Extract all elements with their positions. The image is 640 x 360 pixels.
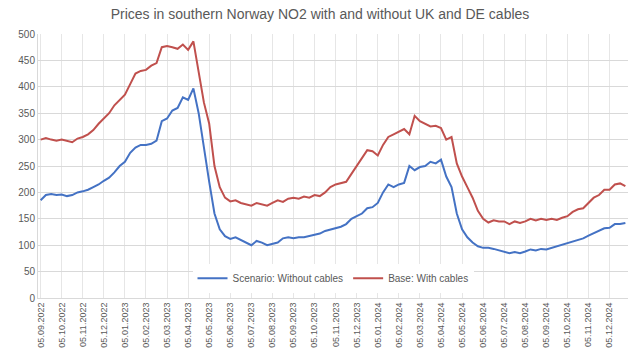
svg-text:05.04.2023: 05.04.2023 xyxy=(183,303,193,348)
svg-text:05.06.2023: 05.06.2023 xyxy=(225,303,235,348)
svg-text:05.12.2023: 05.12.2023 xyxy=(352,303,362,348)
svg-text:Prices in southern Norway NO2: Prices in southern Norway NO2 with and w… xyxy=(111,6,530,22)
svg-text:150: 150 xyxy=(18,213,35,224)
svg-text:05.07.2024: 05.07.2024 xyxy=(499,303,509,348)
svg-text:05.02.2023: 05.02.2023 xyxy=(141,303,151,348)
svg-text:05.09.2022: 05.09.2022 xyxy=(36,303,46,348)
svg-text:200: 200 xyxy=(18,187,35,198)
svg-text:05.10.2024: 05.10.2024 xyxy=(562,303,572,348)
svg-text:05.09.2024: 05.09.2024 xyxy=(541,303,551,348)
svg-text:05.08.2023: 05.08.2023 xyxy=(267,303,277,348)
svg-text:450: 450 xyxy=(18,55,35,66)
svg-text:05.06.2024: 05.06.2024 xyxy=(478,303,488,348)
svg-text:05.11.2022: 05.11.2022 xyxy=(78,303,88,347)
svg-text:05.10.2023: 05.10.2023 xyxy=(309,303,319,348)
svg-text:05.08.2024: 05.08.2024 xyxy=(520,303,530,348)
svg-text:05.03.2024: 05.03.2024 xyxy=(415,303,425,348)
svg-text:300: 300 xyxy=(18,134,35,145)
svg-text:05.01.2024: 05.01.2024 xyxy=(373,303,383,348)
svg-text:400: 400 xyxy=(18,81,35,92)
svg-text:100: 100 xyxy=(18,240,35,251)
svg-text:05.10.2022: 05.10.2022 xyxy=(57,303,67,348)
svg-text:350: 350 xyxy=(18,108,35,119)
svg-text:Scenario: Without cables: Scenario: Without cables xyxy=(233,273,344,284)
svg-text:05.03.2023: 05.03.2023 xyxy=(162,303,172,348)
svg-text:05.05.2024: 05.05.2024 xyxy=(457,303,467,348)
svg-text:05.11.2024: 05.11.2024 xyxy=(583,303,593,347)
svg-text:05.09.2023: 05.09.2023 xyxy=(288,303,298,348)
svg-text:05.07.2023: 05.07.2023 xyxy=(246,303,256,348)
svg-text:Base: With cables: Base: With cables xyxy=(388,273,468,284)
svg-text:05.12.2022: 05.12.2022 xyxy=(99,303,109,348)
svg-text:05.12.2024: 05.12.2024 xyxy=(604,303,614,348)
svg-text:05.01.2023: 05.01.2023 xyxy=(120,303,130,348)
svg-text:05.05.2023: 05.05.2023 xyxy=(204,303,214,348)
svg-text:500: 500 xyxy=(18,29,35,40)
svg-text:50: 50 xyxy=(24,266,36,277)
svg-text:05.04.2024: 05.04.2024 xyxy=(436,303,446,348)
svg-text:05.11.2023: 05.11.2023 xyxy=(331,303,341,347)
svg-text:0: 0 xyxy=(29,293,35,304)
svg-text:250: 250 xyxy=(18,161,35,172)
svg-text:05.02.2024: 05.02.2024 xyxy=(394,303,404,348)
